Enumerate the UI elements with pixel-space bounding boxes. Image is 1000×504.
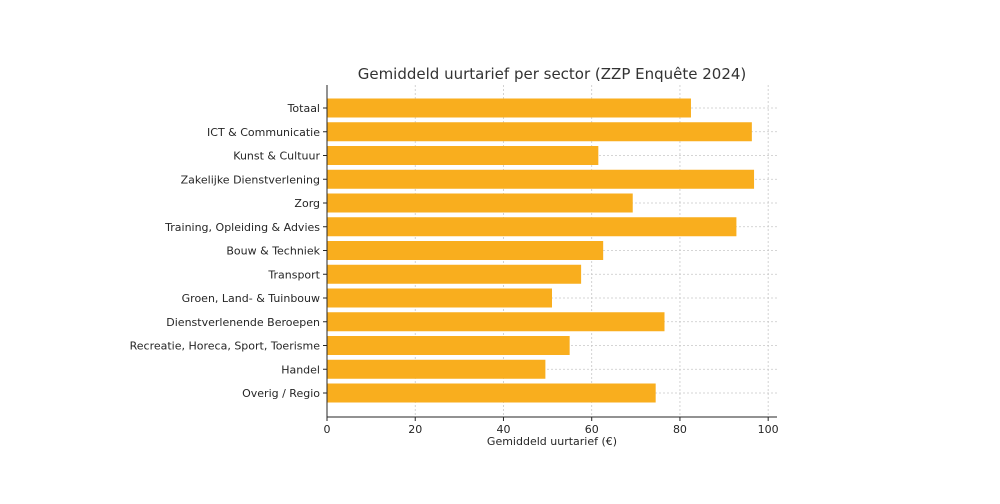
category-label: Zorg	[294, 197, 320, 210]
x-tick-label: 20	[408, 423, 422, 436]
bars	[327, 98, 755, 403]
x-tick-label: 100	[758, 423, 779, 436]
bar	[327, 359, 546, 379]
category-label: Kunst & Cultuur	[233, 150, 320, 163]
bar	[327, 288, 552, 308]
category-label: Zakelijke Dienstverlening	[181, 173, 320, 186]
bar	[327, 146, 599, 165]
bar	[327, 336, 570, 355]
category-label: Overig / Regio	[242, 387, 320, 400]
category-labels: Totaal ICT & Communicatie Kunst & Cultuur Z…	[130, 102, 321, 400]
category-label: Groen, Land- & Tuinbouw	[182, 292, 320, 305]
category-label: Transport	[267, 268, 320, 281]
x-tick-label: 60	[585, 423, 599, 436]
chart-title: Gemiddeld uurtarief per sector (ZZP Enqu…	[358, 65, 747, 83]
x-axis-label: Gemiddeld uurtarief (€)	[487, 435, 617, 448]
category-label: Dienstverlenende Beroepen	[166, 316, 320, 329]
category-label: Training, Opleiding & Advies	[164, 221, 320, 234]
category-label: Bouw & Techniek	[226, 245, 320, 258]
category-label: Totaal	[287, 102, 320, 115]
bar	[327, 264, 582, 284]
category-label: Recreatie, Horeca, Sport, Toerisme	[130, 340, 321, 353]
bar	[327, 98, 691, 118]
x-tick-label: 80	[673, 423, 687, 436]
x-tick-label: 40	[496, 423, 510, 436]
bar	[327, 169, 755, 189]
bar	[327, 383, 656, 403]
bar	[327, 193, 633, 213]
x-tick-label: 0	[324, 423, 331, 436]
category-label: Handel	[281, 363, 320, 376]
bar	[327, 312, 665, 332]
bar	[327, 241, 604, 260]
bar	[327, 217, 737, 237]
x-axis-ticks: 0 20 40 60 80 100	[323, 107, 779, 436]
bar	[327, 122, 752, 142]
category-label: ICT & Communicatie	[207, 126, 320, 139]
